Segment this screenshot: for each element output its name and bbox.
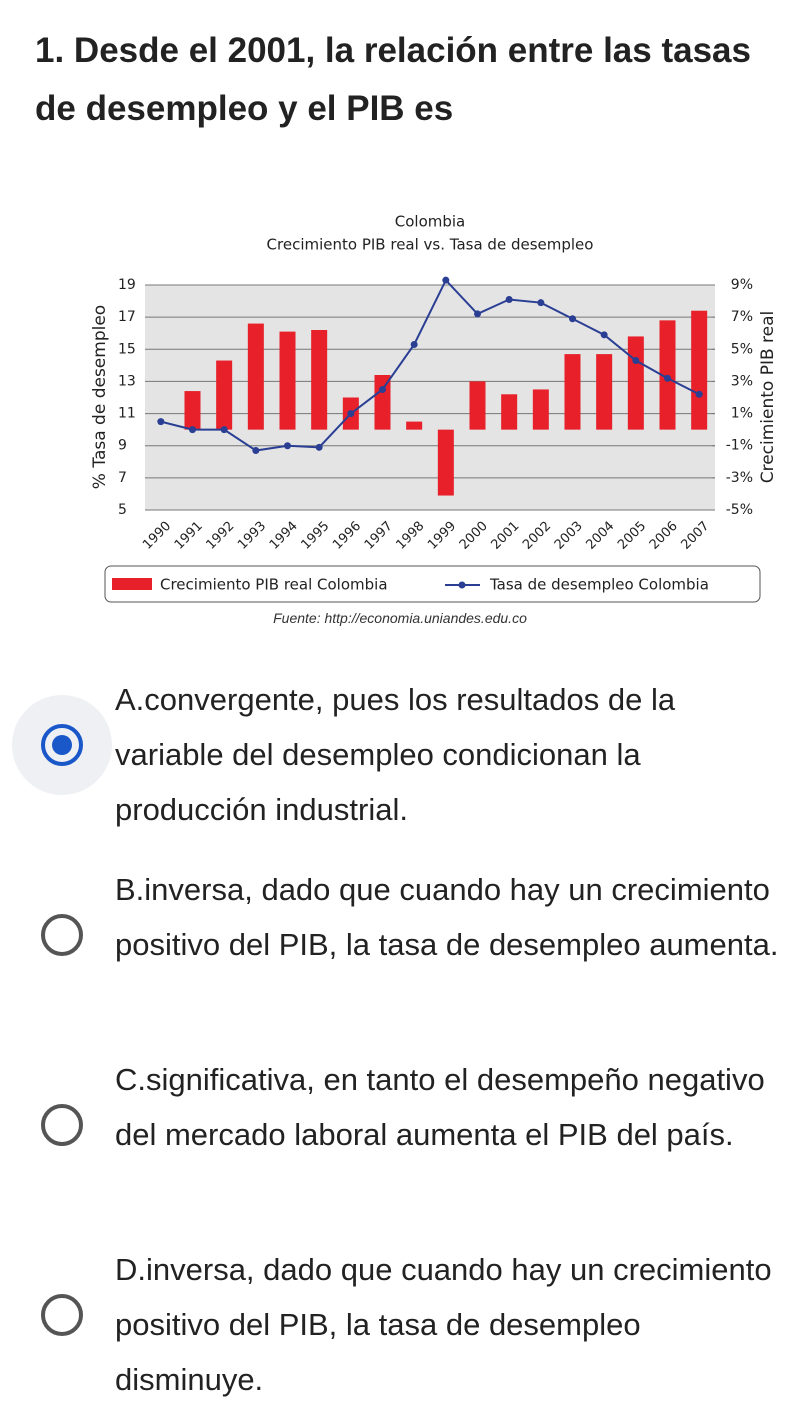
point [347, 410, 355, 418]
x-tick-label: 2007 [678, 519, 712, 553]
bar [596, 354, 613, 430]
bar [374, 375, 391, 430]
option[interactable]: B.inversa, dado que cuando hay un crecim… [0, 862, 800, 1042]
question: 1. Desde el 2001, la relación entre las … [35, 31, 751, 128]
radio-button [41, 1294, 83, 1336]
x-tick-label: 1999 [425, 519, 459, 553]
bar [532, 389, 549, 430]
point [474, 310, 481, 318]
point [569, 315, 576, 323]
line [160, 278, 700, 452]
y2-tick-label: 1% [731, 406, 753, 422]
point [600, 331, 608, 339]
legend-label: Tasa de desempleo Colombia [489, 576, 709, 594]
option[interactable]: A.convergente, pues los resultados de la… [0, 672, 800, 852]
point [220, 426, 228, 434]
plot-area [145, 285, 715, 510]
bar [279, 331, 296, 430]
y2-tick-label: 3% [731, 373, 753, 389]
y-tick-label: 13 [118, 373, 136, 389]
x-tick-label: 2002 [520, 519, 554, 553]
point [284, 442, 291, 450]
point [157, 418, 165, 426]
point [410, 340, 418, 348]
bar [216, 360, 233, 430]
x-tick-label: 1997 [362, 519, 396, 553]
radio-button [41, 724, 83, 766]
legend-swatch [458, 581, 466, 589]
y2-tick-label: 5% [731, 341, 753, 357]
y2-tick-label: -1% [726, 438, 753, 454]
bar [184, 391, 201, 430]
point [664, 374, 671, 382]
y-tick-label: 5 [118, 502, 127, 518]
y-tick-label: 9 [118, 438, 127, 454]
legend [104, 565, 761, 603]
x-tick-label: 1991 [172, 519, 206, 553]
point [632, 357, 640, 365]
x-tick-label: 2003 [552, 519, 586, 553]
point [189, 426, 196, 434]
bar [501, 394, 518, 430]
point [252, 447, 260, 455]
option-text: C.significativa, en tanto el desempeño n… [115, 1062, 765, 1152]
x-tick-label: 2001 [488, 519, 522, 553]
chart-subtitle: Crecimiento PIB real vs. Tasa de desempl… [267, 236, 594, 254]
point [379, 385, 386, 393]
x-tick-label: 2006 [647, 519, 681, 553]
x-tick-label: 1998 [393, 519, 427, 553]
y2-tick-label: -5% [726, 502, 753, 518]
legend-swatch [112, 578, 152, 590]
y-tick-label: 17 [118, 309, 136, 325]
x-tick-label: 1992 [203, 519, 237, 553]
option-text: B.inversa, dado que cuando hay un crecim… [115, 872, 779, 962]
bar [247, 323, 264, 430]
bar [564, 354, 581, 430]
y2-tick-label: 7% [731, 309, 753, 325]
point [315, 443, 323, 451]
y-tick-label: 11 [118, 406, 136, 422]
x-tick-label: 1990 [140, 519, 174, 553]
bar [406, 421, 423, 430]
y-tick-label: 7 [118, 470, 127, 486]
bar [627, 336, 644, 430]
y2-tick-label: 9% [731, 277, 753, 293]
x-tick-label: 1996 [330, 519, 364, 553]
legend-label: Crecimiento PIB real Colombia [160, 576, 388, 594]
x-tick-label: 2004 [583, 519, 617, 553]
source: Fuente: http://economia.uniandes.edu.co [273, 610, 527, 626]
x-tick-label: 2000 [457, 519, 491, 553]
point [442, 276, 450, 284]
x-tick-label: 1994 [267, 519, 301, 553]
point [537, 299, 545, 307]
y-axis-label: % Tasa de desempleo [90, 305, 110, 489]
bar [691, 310, 708, 430]
bar [437, 429, 454, 496]
x-tick-label: 2005 [615, 519, 649, 553]
x-tick-label: 1995 [298, 519, 332, 553]
bar [311, 330, 328, 430]
y2-axis-label: Crecimiento PIB real [758, 311, 778, 484]
point [695, 390, 703, 398]
y2-tick-label: -3% [726, 470, 753, 486]
radio-dot [52, 735, 72, 755]
radio-button [41, 1104, 83, 1146]
radio-button [41, 914, 83, 956]
y-tick-label: 19 [118, 277, 136, 293]
bar [469, 381, 486, 430]
chart-title: Colombia [395, 213, 466, 231]
x-tick-label: 1993 [235, 519, 269, 553]
option[interactable]: D.inversa, dado que cuando hay un crecim… [0, 1242, 800, 1422]
option-text: D.inversa, dado que cuando hay un crecim… [115, 1252, 772, 1397]
chart: Colombia Crecimiento PIB real vs. Tasa d… [90, 213, 778, 603]
y-tick-label: 15 [118, 341, 136, 357]
option-text: A.convergente, pues los resultados de la… [115, 682, 676, 827]
point [505, 295, 513, 303]
option[interactable]: C.significativa, en tanto el desempeño n… [0, 1052, 800, 1232]
